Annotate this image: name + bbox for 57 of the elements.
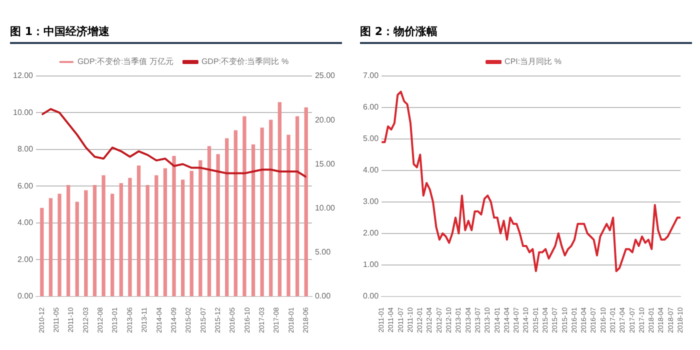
bar [110,194,114,296]
y2-tick-label: 25.00 [314,71,336,80]
y-tick-label: 4.00 [17,218,34,228]
y-tick-label: 6.00 [17,181,34,190]
bar [198,160,202,296]
y2-tick-label: 10.00 [314,203,336,212]
bar [180,180,185,296]
y-tick-label: 3.00 [362,197,380,206]
bar [260,128,264,296]
bar [119,183,123,296]
y-tick-label: 4.00 [362,166,380,175]
chart-title: 图 1：中国经济增速 [10,24,342,44]
bar [234,130,238,296]
bar [251,144,256,296]
bar [40,208,44,296]
chart-title: 图 2：物价涨幅 [360,24,692,44]
y-tick-label: 8.00 [17,144,34,154]
y-tick-label: 6.00 [362,102,380,112]
bar [286,134,290,296]
bar [102,175,106,296]
bar [269,120,273,296]
y-tick-label: 5.00 [362,134,380,144]
bar [128,178,132,296]
bar [154,175,158,296]
bar [278,102,282,296]
legend-label: GDP:不变价:当季值 万亿元 [77,57,174,66]
bar [75,202,79,296]
bar [66,184,70,296]
legend-label: CPI:当月同比 % [504,57,562,66]
bar [172,156,176,296]
y-tick-label: 1.00 [362,260,380,270]
y2-tick-label: 5.00 [314,247,332,256]
bar [163,168,168,296]
bar [304,107,308,296]
bar [92,184,97,296]
y-tick-label: 2.00 [362,228,380,238]
bar [136,166,141,296]
bar [207,146,212,296]
y-tick-label: 12.00 [12,71,34,80]
y2-tick-label: 0.00 [314,292,332,301]
bar [58,194,62,296]
bar [84,190,88,296]
legend-label: GDP:不变价:当季同比 % [201,57,289,66]
bar [146,184,150,296]
y-tick-label: 2.00 [17,254,34,264]
y2-tick-label: 20.00 [314,115,336,124]
bar [295,116,300,296]
y-tick-label: 7.00 [362,71,380,80]
y-tick-label: 10.00 [12,108,34,117]
bar [242,116,246,296]
y-tick-label: 0.00 [17,292,34,301]
bar [216,154,220,296]
bar [48,198,53,296]
bar [225,138,229,296]
y2-tick-label: 15.00 [314,159,336,168]
y-tick-label: 0.00 [362,292,380,301]
bar [190,170,194,296]
